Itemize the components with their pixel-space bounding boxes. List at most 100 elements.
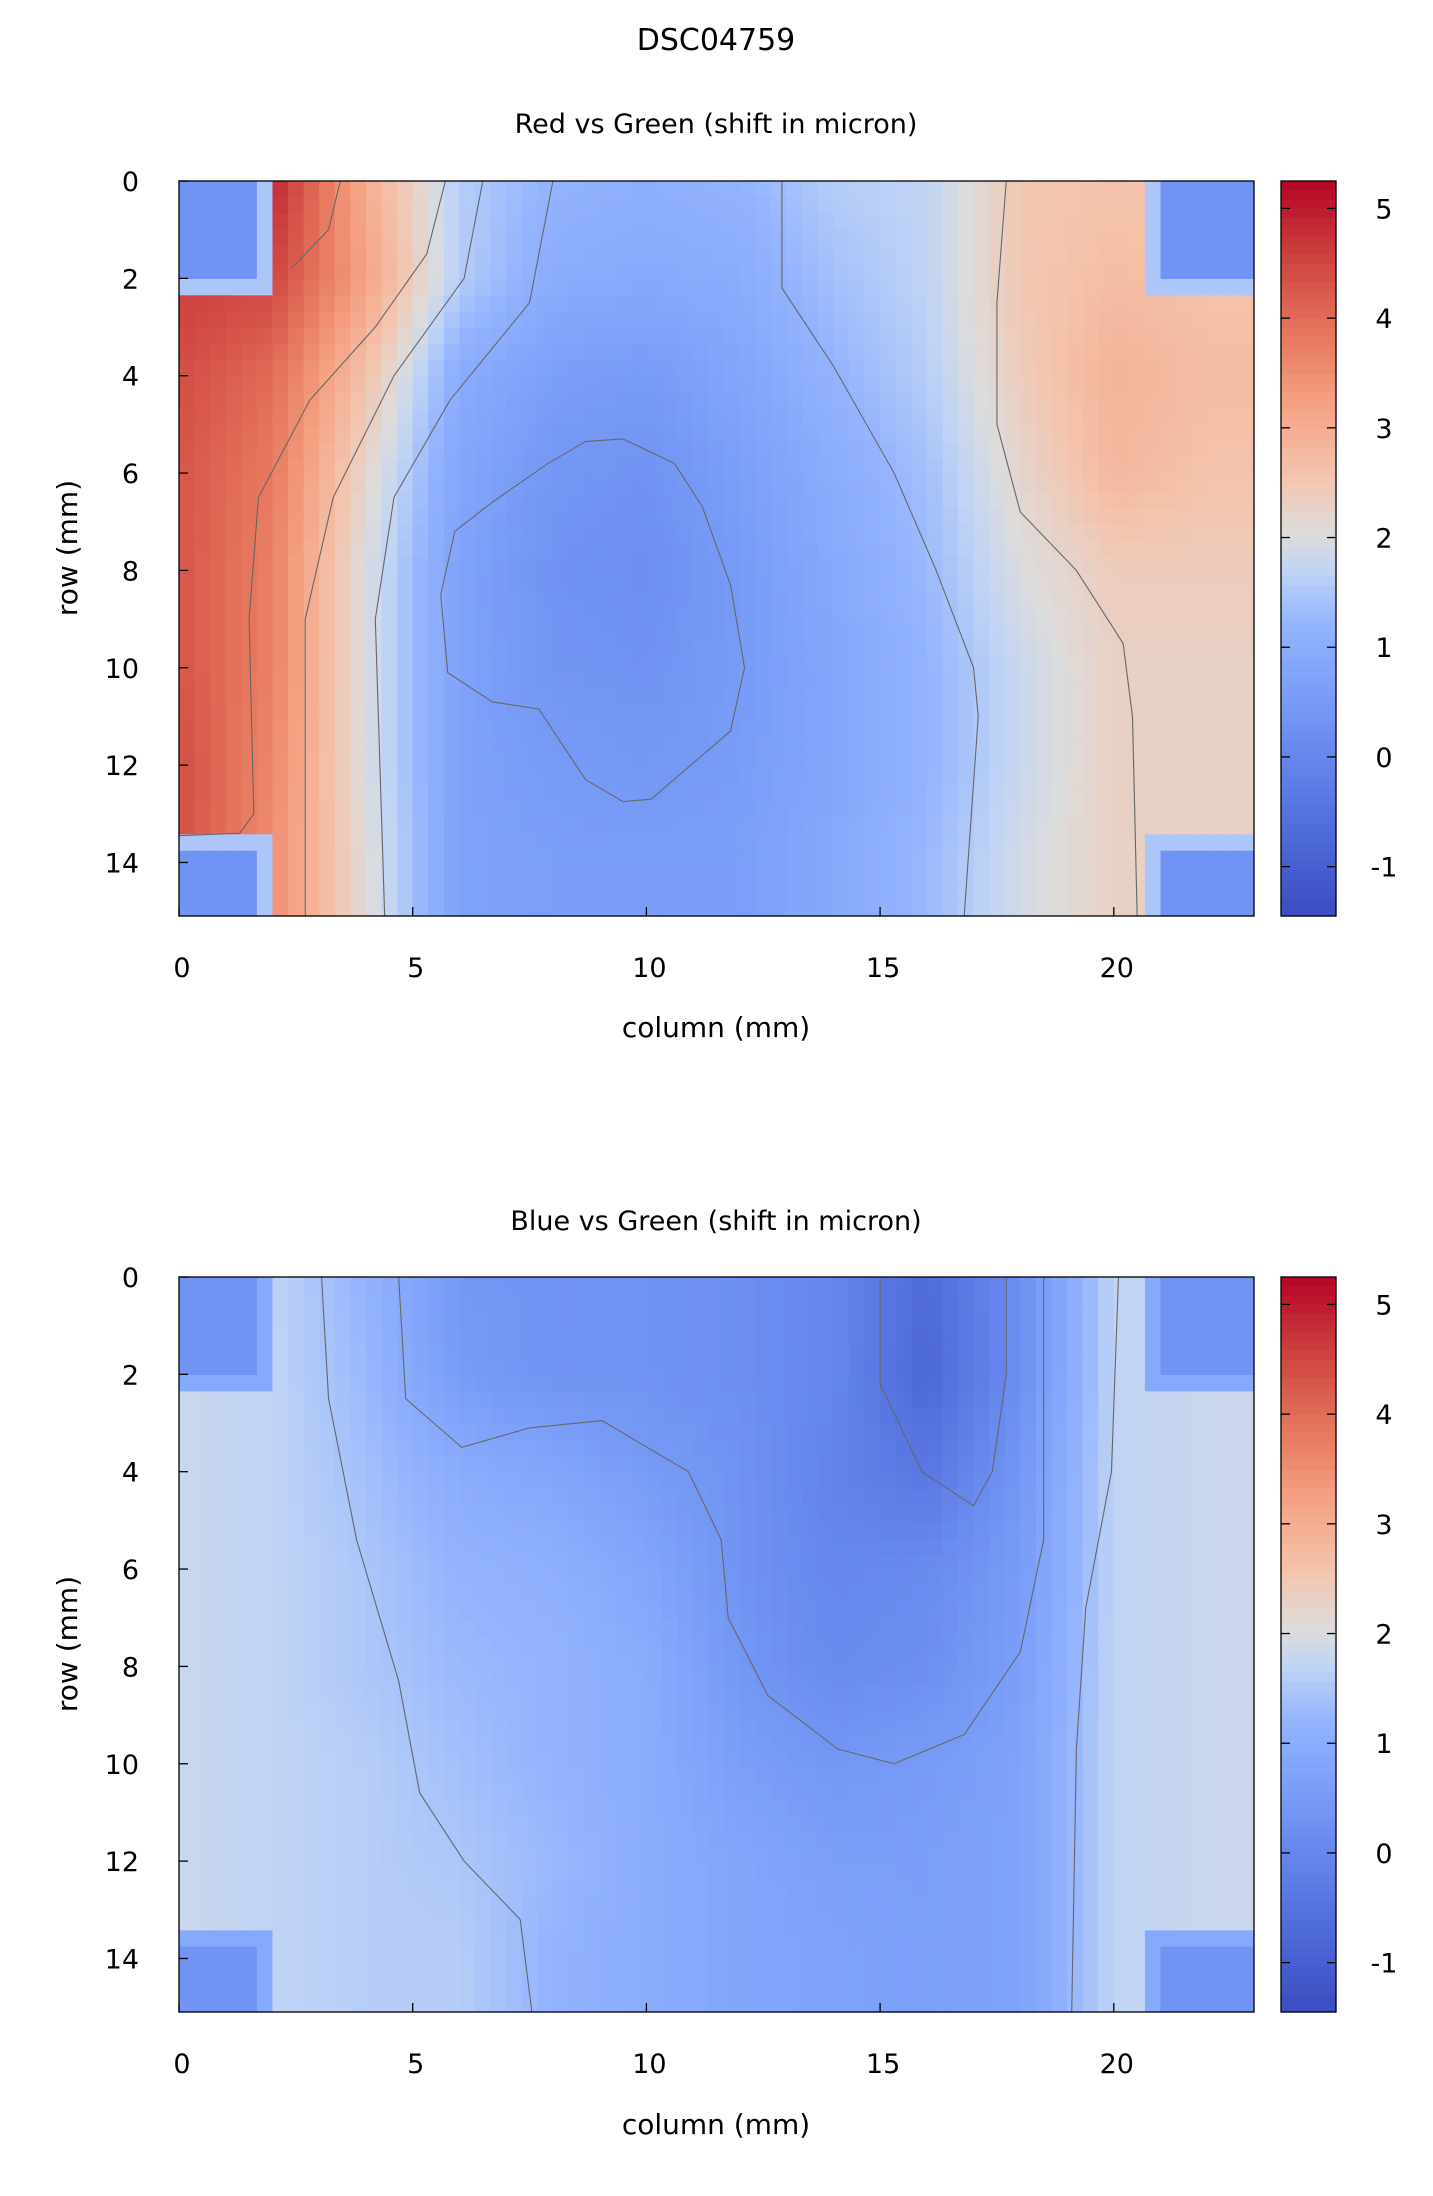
heatmap-cell [553,655,569,672]
heatmap-cell [304,900,320,917]
heatmap-cell [880,214,896,231]
heatmap-cell [849,1506,865,1523]
heatmap-cell [288,1391,304,1408]
heatmap-cell [288,818,304,835]
heatmap-cell [413,279,429,296]
heatmap-cell [615,246,631,263]
heatmap-cell [896,883,912,900]
heatmap-cell [553,753,569,770]
heatmap-cell [911,181,927,198]
heatmap-cell [1067,246,1083,263]
heatmap-cell [662,214,678,231]
heatmap-cell [662,508,678,525]
heatmap-cell [818,1375,834,1392]
heatmap-cell [724,1506,740,1523]
heatmap-cell [537,736,553,753]
heatmap-cell [413,1506,429,1523]
heatmap-cell [257,900,273,917]
heatmap-cell [350,785,366,802]
heatmap-cell [553,1571,569,1588]
heatmap-cell [506,1620,522,1637]
heatmap-cell [1145,851,1161,868]
heatmap-cell [1114,1489,1130,1506]
heatmap-cell [787,785,803,802]
colorbar-segment [1281,190,1336,200]
heatmap-cell [553,1391,569,1408]
heatmap-cell [491,1555,507,1572]
heatmap-cell [646,377,662,394]
heatmap-cell [1098,671,1114,688]
heatmap-cell [553,328,569,345]
heatmap-cell [771,720,787,737]
heatmap-cell [1051,410,1067,427]
heatmap-cell [459,1587,475,1604]
heatmap-cell [1020,1620,1036,1637]
heatmap-cell [1223,214,1239,231]
heatmap-cell [942,426,958,443]
heatmap-cell [1238,1636,1254,1653]
heatmap-cell [849,1555,865,1572]
heatmap-cell [942,361,958,378]
heatmap-cell [1176,1457,1192,1474]
heatmap-cell [226,263,242,280]
heatmap-cell [631,638,647,655]
heatmap-cell [350,312,366,329]
heatmap-cell [522,1440,538,1457]
heatmap-cell [584,655,600,672]
heatmap-cell [678,442,694,459]
heatmap-cell [646,328,662,345]
heatmap-cell [880,230,896,247]
heatmap-cell [1145,1489,1161,1506]
heatmap-cell [1114,720,1130,737]
heatmap-cell [896,851,912,868]
heatmap-cell [506,867,522,884]
heatmap-cell [1067,181,1083,198]
heatmap-cell [335,785,351,802]
heatmap-cell [382,246,398,263]
heatmap-cell [865,1669,881,1686]
heatmap-cell [740,328,756,345]
heatmap-cell [319,671,335,688]
heatmap-cell [1114,377,1130,394]
colorbar-segment [1281,199,1336,209]
heatmap-cell [1223,720,1239,737]
heatmap-cell [444,1326,460,1343]
heatmap-cell [896,1326,912,1343]
heatmap-cell [865,197,881,214]
heatmap-cell [288,573,304,590]
heatmap-cell [1192,312,1208,329]
heatmap-cell [771,655,787,672]
heatmap-cell [288,246,304,263]
heatmap-cell [272,1359,288,1376]
heatmap-cell [1192,230,1208,247]
heatmap-cell [1176,393,1192,410]
heatmap-cell [802,230,818,247]
heatmap-cell [755,1489,771,1506]
heatmap-cell [989,1440,1005,1457]
heatmap-cell [1114,508,1130,525]
heatmap-cell [288,867,304,884]
heatmap-cell [771,1538,787,1555]
heatmap-cell [1207,1310,1223,1327]
heatmap-cell [319,557,335,574]
heatmap-cell [709,802,725,819]
heatmap-cell [771,1326,787,1343]
heatmap-cell [849,328,865,345]
heatmap-cell [1145,1555,1161,1572]
heatmap-cell [506,1538,522,1555]
heatmap-cell [989,1408,1005,1425]
heatmap-cell [584,181,600,198]
heatmap-cell [397,1653,413,1670]
heatmap-cell [397,753,413,770]
heatmap-cell [491,818,507,835]
heatmap-cell [1051,1555,1067,1572]
heatmap-cell [568,1538,584,1555]
heatmap-cell [428,442,444,459]
heatmap-cell [724,181,740,198]
heatmap-cell [1020,1669,1036,1686]
heatmap-cell [693,1555,709,1572]
heatmap-cell [459,393,475,410]
heatmap-cell [537,475,553,492]
heatmap-cell [1005,1293,1021,1310]
heatmap-cell [678,1571,694,1588]
